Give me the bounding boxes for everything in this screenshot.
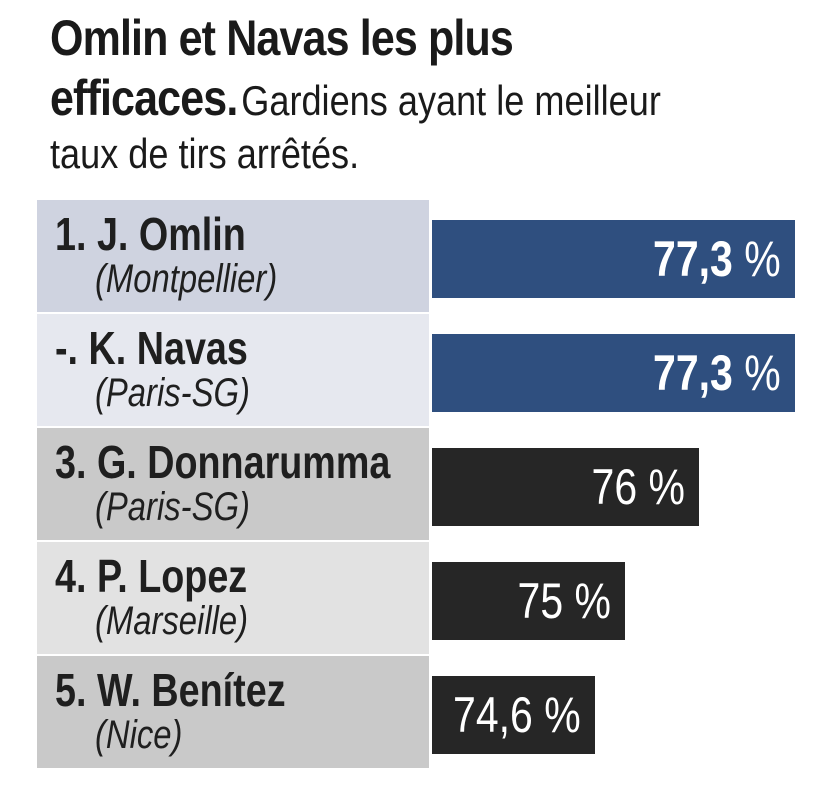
bar-value-label: 76 % (591, 458, 684, 516)
goalkeeper-name: 3. G. Donnarumma (55, 436, 391, 488)
title-line-2: efficaces. Gardiens ayant le meilleur (50, 68, 712, 128)
bar-value-label: 74,6 % (453, 686, 581, 744)
chart-subtitle-end: taux de tirs arrêtés. (50, 130, 360, 177)
chart-headline-end: efficaces. (50, 70, 238, 126)
bar: 74,6 % (432, 676, 595, 754)
percent-sign: % (744, 231, 781, 287)
goalkeeper-label-cell: 1. J. Omlin (Montpellier) (37, 200, 429, 312)
goalkeeper-club: (Paris-SG) (95, 485, 250, 529)
goalkeeper-label-cell: 5. W. Benítez (Nice) (37, 656, 429, 768)
bar-row: -. K. Navas (Paris-SG) 77,3 % (37, 314, 829, 428)
bar: 75 % (432, 562, 625, 640)
goalkeeper-label-cell: -. K. Navas (Paris-SG) (37, 314, 429, 426)
bar-value: 77,3 (653, 231, 734, 287)
goalkeeper-name: 4. P. Lopez (55, 550, 248, 602)
bar-value: 74,6 (453, 687, 534, 743)
goalkeeper-name: 1. J. Omlin (55, 208, 246, 260)
bar: 77,3 % (432, 334, 795, 412)
goalkeeper-name: 5. W. Benítez (55, 664, 286, 716)
goalkeeper-club: (Nice) (95, 713, 183, 757)
goalkeeper-club: (Marseille) (95, 599, 249, 643)
bar-row: 5. W. Benítez (Nice) 74,6 % (37, 656, 829, 770)
bar-value-label: 77,3 % (653, 230, 781, 288)
bar-value: 75 (517, 573, 563, 629)
goalkeeper-club: (Paris-SG) (95, 371, 250, 415)
percent-sign: % (574, 573, 611, 629)
goalkeeper-name: -. K. Navas (55, 322, 248, 374)
goalkeeper-label-cell: 3. G. Donnarumma (Paris-SG) (37, 428, 429, 540)
chart-subtitle-start: Gardiens ayant le meilleur (241, 77, 661, 124)
bar-row: 1. J. Omlin (Montpellier) 77,3 % (37, 200, 829, 314)
percent-sign: % (744, 345, 781, 401)
percent-sign: % (648, 459, 685, 515)
bar: 76 % (432, 448, 699, 526)
goalkeeper-label-cell: 4. P. Lopez (Marseille) (37, 542, 429, 654)
chart-title-block: Omlin et Navas les plus efficaces. Gardi… (50, 8, 820, 180)
percent-sign: % (544, 687, 581, 743)
chart-headline: Omlin et Navas les plus (50, 10, 514, 66)
bar-value-label: 75 % (517, 572, 610, 630)
bar-value-label: 77,3 % (653, 344, 781, 402)
bar-chart: 1. J. Omlin (Montpellier) 77,3 % -. K. Nava… (37, 200, 829, 770)
bar: 77,3 % (432, 220, 795, 298)
bar-row: 3. G. Donnarumma (Paris-SG) 76 % (37, 428, 829, 542)
bar-value: 77,3 (653, 345, 734, 401)
bar-row: 4. P. Lopez (Marseille) 75 % (37, 542, 829, 656)
bar-value: 76 (591, 459, 637, 515)
goalkeeper-club: (Montpellier) (95, 257, 278, 301)
